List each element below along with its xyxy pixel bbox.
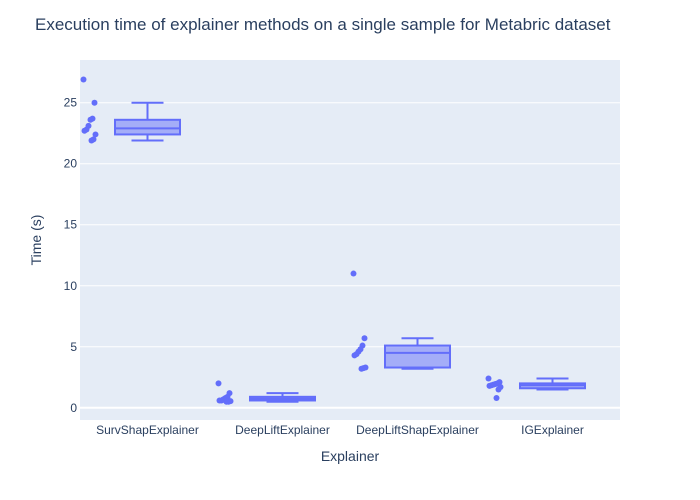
y-tick-label: 5: [70, 340, 77, 354]
x-tick-label: SurvShapExplainer: [96, 423, 199, 437]
box-series-IGExplainer: [485, 375, 586, 402]
plot-area: [80, 60, 620, 420]
x-tick-label: IGExplainer: [521, 423, 584, 437]
data-point: [216, 397, 223, 404]
x-axis-title: Explainer: [321, 448, 380, 464]
x-tick-label: DeepLiftShapExplainer: [356, 423, 479, 437]
data-point: [223, 398, 230, 405]
data-point: [81, 127, 88, 134]
data-point: [80, 76, 87, 83]
y-tick-labels: 0 5 10 15 20 25: [64, 96, 78, 415]
data-point: [350, 270, 357, 277]
data-point: [92, 131, 99, 138]
y-axis-title: Time (s): [28, 215, 44, 266]
data-point: [493, 395, 500, 402]
x-tick-label: DeepLiftExplainer: [235, 423, 330, 437]
data-point: [485, 375, 492, 382]
data-point: [358, 365, 365, 372]
data-point: [87, 116, 94, 123]
y-tick-label: 10: [64, 279, 78, 293]
data-point: [91, 99, 98, 106]
y-grid-lines: [80, 102, 620, 409]
box-series-DeepLiftShapExplainer: [350, 270, 451, 372]
series-layer: [80, 76, 586, 405]
box-iqr: [384, 344, 451, 369]
data-point: [361, 335, 368, 342]
data-point: [351, 352, 358, 359]
y-tick-label: 25: [64, 96, 78, 110]
y-tick-label: 20: [64, 157, 78, 171]
box-series-SurvShapExplainer: [80, 76, 181, 144]
box-iqr: [114, 118, 181, 136]
data-point: [495, 386, 502, 393]
y-tick-label: 0: [70, 401, 77, 415]
data-point: [215, 380, 222, 387]
x-tick-labels: SurvShapExplainer DeepLiftExplainer DeepLi…: [96, 423, 584, 437]
box-series-DeepLiftExplainer: [215, 380, 316, 405]
y-tick-label: 15: [64, 218, 78, 232]
data-point: [486, 382, 493, 389]
chart-title: Execution time of explainer methods on a…: [35, 15, 611, 34]
data-point: [88, 137, 95, 144]
